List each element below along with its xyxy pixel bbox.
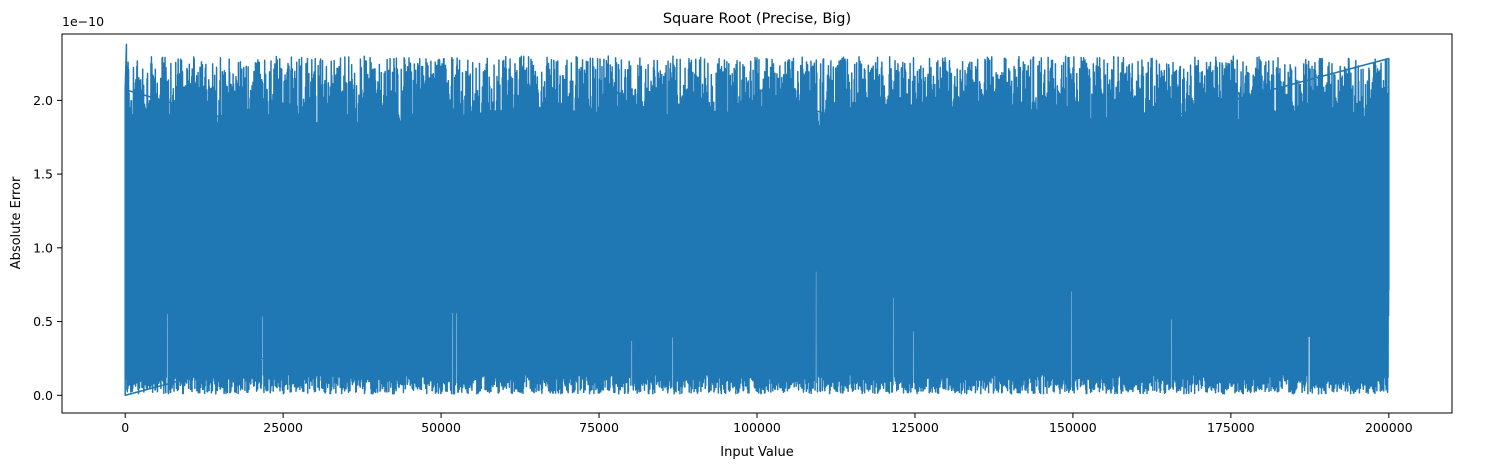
plot-area xyxy=(62,34,1452,413)
y-axis-label: Absolute Error xyxy=(9,176,24,269)
x-tick-label: 200000 xyxy=(1365,420,1413,435)
x-tick-label: 0 xyxy=(121,420,129,435)
y-tick-label: 0.0 xyxy=(33,388,53,403)
x-axis-label: Input Value xyxy=(720,445,794,460)
chart-title: Square Root (Precise, Big) xyxy=(663,11,851,27)
x-tick-label: 125000 xyxy=(891,420,939,435)
y-tick-label: 1.0 xyxy=(33,240,53,255)
x-tick-label: 150000 xyxy=(1049,420,1097,435)
x-tick-label: 25000 xyxy=(263,420,303,435)
y-tick-label: 2.0 xyxy=(33,93,53,108)
y-tick-label: 1.5 xyxy=(33,167,53,182)
x-tick-label: 75000 xyxy=(579,420,619,435)
x-axis: 0 25000 50000 75000 100000 125000 150000 175000… xyxy=(121,413,1413,435)
x-tick-label: 100000 xyxy=(733,420,781,435)
y-axis: 0.0 0.5 1.0 1.5 2.0 xyxy=(33,93,62,403)
x-tick-label: 175000 xyxy=(1207,420,1255,435)
series-line-layer xyxy=(124,43,1390,397)
y-offset-label: 1e−10 xyxy=(62,14,104,29)
y-tick-label: 0.5 xyxy=(33,314,53,329)
x-tick-label: 50000 xyxy=(421,420,461,435)
series-line xyxy=(124,43,1390,397)
